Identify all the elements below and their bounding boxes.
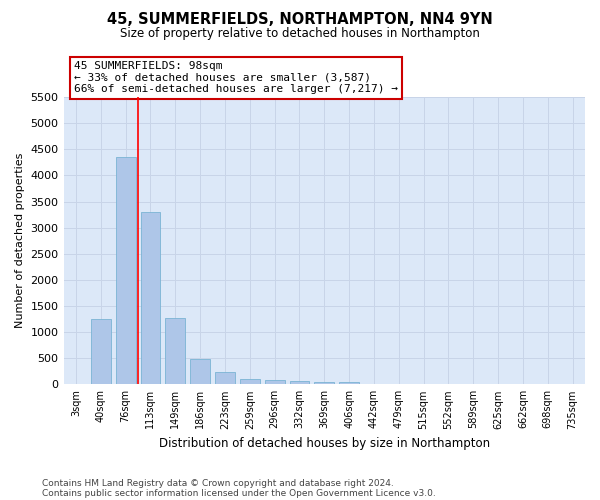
Bar [116, 157, 136, 384]
Bar [91, 319, 111, 384]
Text: Contains public sector information licensed under the Open Government Licence v3: Contains public sector information licen… [42, 488, 436, 498]
Y-axis label: Number of detached properties: Number of detached properties [15, 153, 25, 328]
Text: Contains HM Land Registry data © Crown copyright and database right 2024.: Contains HM Land Registry data © Crown c… [42, 478, 394, 488]
Bar [166, 318, 185, 384]
Text: Size of property relative to detached houses in Northampton: Size of property relative to detached ho… [120, 28, 480, 40]
Text: 45 SUMMERFIELDS: 98sqm
← 33% of detached houses are smaller (3,587)
66% of semi-: 45 SUMMERFIELDS: 98sqm ← 33% of detached… [74, 61, 398, 94]
Bar [140, 212, 160, 384]
Bar [314, 382, 334, 384]
Bar [215, 372, 235, 384]
Bar [190, 359, 210, 384]
Bar [240, 379, 260, 384]
Bar [265, 380, 284, 384]
X-axis label: Distribution of detached houses by size in Northampton: Distribution of detached houses by size … [159, 437, 490, 450]
Text: 45, SUMMERFIELDS, NORTHAMPTON, NN4 9YN: 45, SUMMERFIELDS, NORTHAMPTON, NN4 9YN [107, 12, 493, 28]
Bar [339, 382, 359, 384]
Bar [290, 381, 310, 384]
